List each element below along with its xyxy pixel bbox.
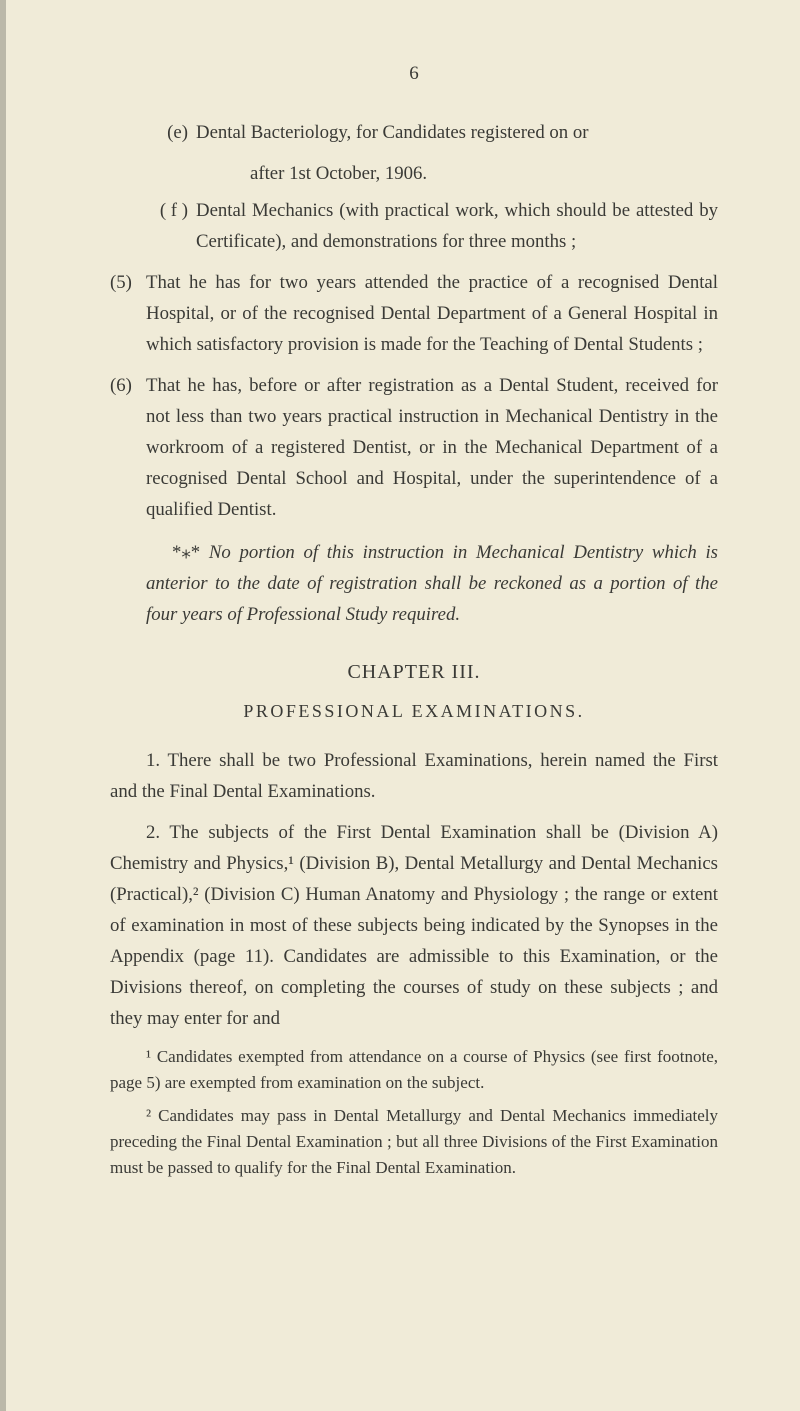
- chapter-heading: CHAPTER III.: [110, 656, 718, 689]
- paragraph-1: 1. There shall be two Professional Exami…: [110, 745, 718, 807]
- paragraph-2: 2. The subjects of the First Dental Exam…: [110, 817, 718, 1034]
- clause-5-body: That he has for two years attended the p…: [146, 267, 718, 360]
- footnote-2: ² Candidates may pass in Dental Metallur…: [110, 1103, 718, 1182]
- clause-f-marker: ( f ): [110, 195, 196, 257]
- note-asterisk: *⁎*: [172, 542, 200, 563]
- clause-5: (5) That he has for two years attended t…: [110, 267, 718, 360]
- clause-6: (6) That he has, before or after registr…: [110, 370, 718, 525]
- clause-6-marker: (6): [110, 370, 146, 525]
- clause-f: ( f ) Dental Mechanics (with practical w…: [110, 195, 718, 257]
- clause-5-marker: (5): [110, 267, 146, 360]
- italic-note: *⁎* No portion of this instruction in Me…: [110, 537, 718, 630]
- chapter-subheading: PROFESSIONAL EXAMINATIONS.: [110, 697, 718, 727]
- clause-6-body: That he has, before or after registratio…: [146, 370, 718, 525]
- clause-f-body: Dental Mechanics (with practical work, w…: [196, 195, 718, 257]
- clause-e: (e) Dental Bacteriology, for Candidates …: [110, 117, 718, 148]
- note-body: No portion of this instruction in Mechan…: [146, 542, 718, 625]
- clause-e-marker: (e): [110, 117, 196, 148]
- document-page: 6 (e) Dental Bacteriology, for Candidate…: [0, 0, 800, 1411]
- clause-e-line1: Dental Bacteriology, for Candidates regi…: [196, 117, 718, 148]
- clause-e-cont: after 1st October, 1906.: [110, 158, 718, 189]
- footnote-1: ¹ Candidates exempted from attendance on…: [110, 1044, 718, 1097]
- clause-e-line2: after 1st October, 1906.: [110, 158, 427, 189]
- scan-left-edge: [0, 0, 6, 1411]
- page-number: 6: [110, 58, 718, 89]
